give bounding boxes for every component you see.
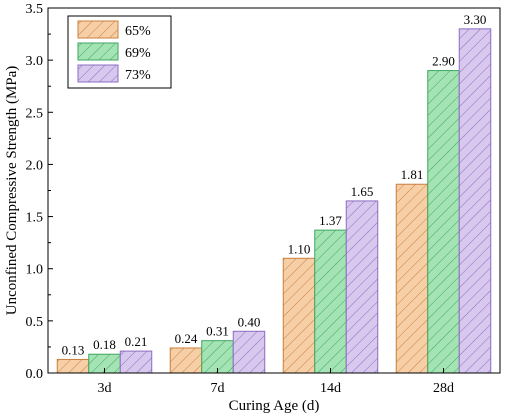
x-tick-label: 28d <box>433 381 454 396</box>
y-axis-title: Unconfined Compressive Strength (MPa) <box>4 66 20 316</box>
data-label: 1.81 <box>401 167 424 182</box>
data-label: 1.10 <box>288 241 311 256</box>
bar <box>314 229 347 374</box>
legend-label: 73% <box>125 68 151 83</box>
bars-layer <box>56 28 492 374</box>
y-tick-label: 2.5 <box>26 106 44 121</box>
x-tick-label: 7d <box>211 381 225 396</box>
x-tick-label: 3d <box>98 381 112 396</box>
legend-swatch <box>77 64 119 83</box>
data-label: 0.40 <box>238 314 261 329</box>
bar <box>169 347 203 374</box>
x-axis-title: Curing Age (d) <box>229 398 320 414</box>
legend: 65% 69% 73% <box>67 15 172 89</box>
bar <box>232 330 266 374</box>
legend-swatch <box>77 20 119 39</box>
y-tick-label: 1.5 <box>26 211 44 226</box>
data-label: 2.90 <box>432 54 455 69</box>
legend-label: 65% <box>125 24 151 39</box>
y-tick-label: 3.0 <box>26 54 44 69</box>
x-tick-label: 14d <box>320 381 341 396</box>
data-label: 0.13 <box>62 342 85 357</box>
bar <box>56 358 90 374</box>
y-tick-label: 1.0 <box>26 263 44 278</box>
data-label: 0.21 <box>125 334 148 349</box>
bar <box>427 70 460 374</box>
data-label: 3.30 <box>464 12 487 27</box>
data-label: 0.24 <box>175 331 198 346</box>
bar <box>119 350 153 374</box>
data-label: 1.37 <box>319 213 342 228</box>
y-tick-label: 0.0 <box>26 367 44 382</box>
legend-label: 69% <box>125 46 151 61</box>
x-axis: 3d 7d 14d 28d <box>98 368 454 396</box>
legend-swatch <box>77 42 119 61</box>
bar <box>395 183 429 374</box>
bar <box>458 28 492 374</box>
data-label: 0.18 <box>93 337 116 352</box>
y-tick-label: 0.5 <box>26 315 44 330</box>
y-tick-label: 3.5 <box>26 2 44 17</box>
data-label: 0.31 <box>206 324 229 339</box>
bar <box>345 200 379 374</box>
data-labels-layer: 0.13 0.18 0.21 0.24 0.31 0.40 1.10 1.37 1.65 1.81… <box>62 12 487 358</box>
y-axis: 0.0 0.5 1.0 1.5 2.0 2.5 3.0 3.5 <box>26 2 53 382</box>
y-tick-label: 2.0 <box>26 158 44 173</box>
bar <box>282 257 316 374</box>
data-label: 1.65 <box>351 184 374 199</box>
